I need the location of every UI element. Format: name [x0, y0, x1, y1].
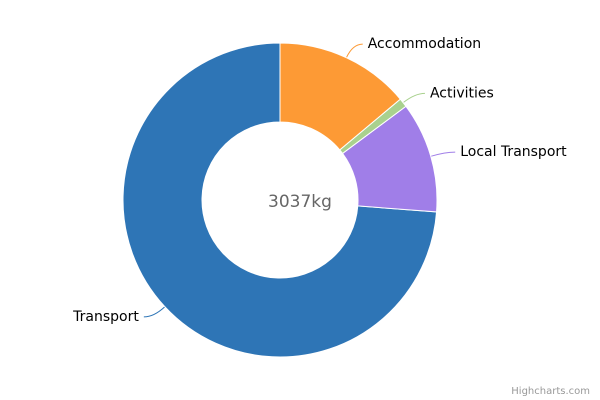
label-connector: [345, 43, 363, 58]
credits[interactable]: Highcharts.com: [511, 386, 590, 397]
label-connector: [143, 306, 166, 318]
label-connector: [430, 151, 456, 157]
donut-segment: [279, 42, 402, 151]
center-label: 3037kg: [268, 192, 332, 212]
donut-segment: [122, 42, 438, 358]
data-label: Transport: [72, 309, 139, 325]
data-label: Accommodation: [368, 36, 481, 52]
donut-segment: [341, 105, 438, 213]
label-connector: [402, 92, 425, 104]
data-label: Activities: [430, 85, 494, 101]
data-label: Local Transport: [460, 144, 567, 160]
